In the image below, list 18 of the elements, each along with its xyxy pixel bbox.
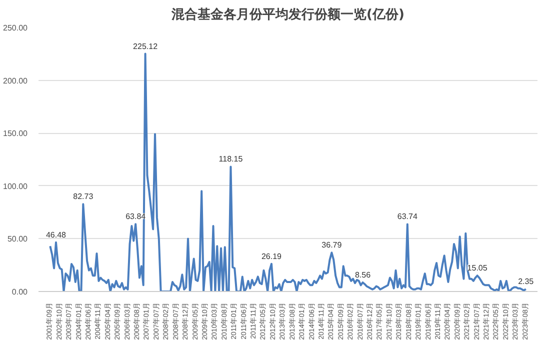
data-label: 26.19 xyxy=(261,252,282,261)
y-tick-label: 200.00 xyxy=(3,76,28,86)
data-label: 15.05 xyxy=(467,264,488,273)
y-tick-label: 50.00 xyxy=(7,234,28,244)
y-tick-label: 150.00 xyxy=(3,129,28,138)
data-label: 46.48 xyxy=(46,230,67,240)
data-label: 63.74 xyxy=(397,212,418,222)
data-label: 63.84 xyxy=(126,212,146,222)
chart-title: 混合基金各月份平均发行份额一览(亿份) xyxy=(170,6,404,22)
y-tick-label: 250.00 xyxy=(3,24,28,32)
data-label: 8.56 xyxy=(354,270,372,280)
y-tick-label: 100.00 xyxy=(3,182,28,191)
y-tick-label: 0.00 xyxy=(12,288,28,296)
data-label: 36.79 xyxy=(322,240,342,250)
data-label: 2.35 xyxy=(518,277,534,286)
data-label: 82.73 xyxy=(73,192,94,202)
data-label: 118.15 xyxy=(218,154,244,164)
data-label: 225.12 xyxy=(133,42,158,51)
